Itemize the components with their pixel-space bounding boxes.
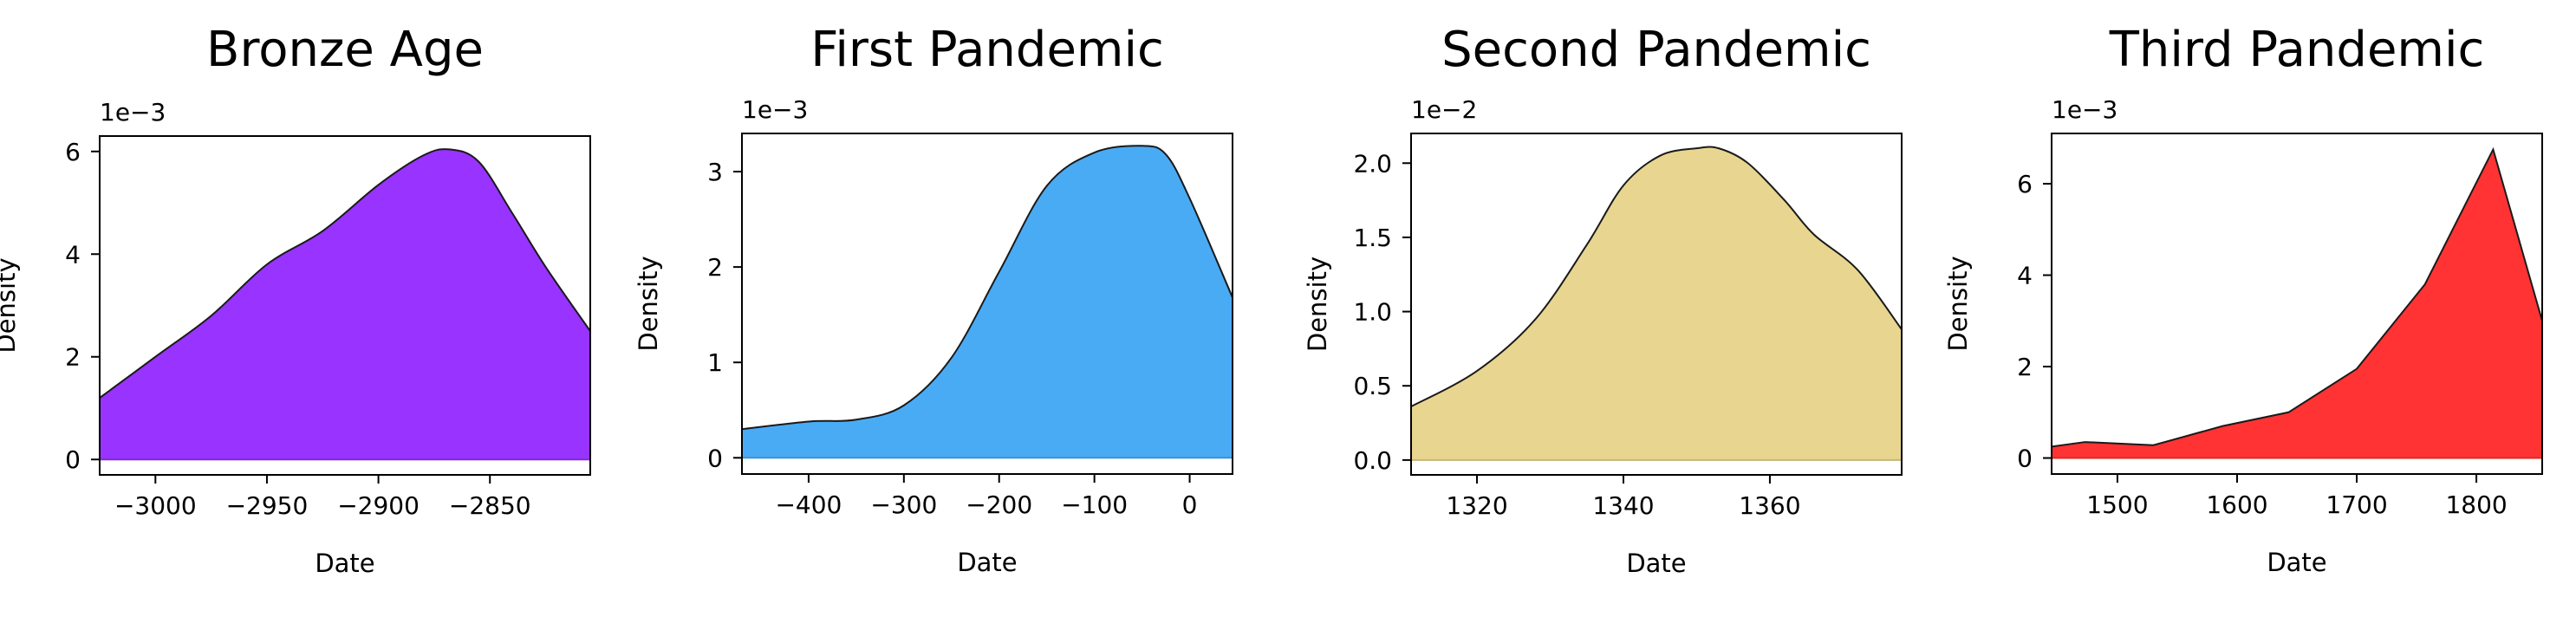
density-curve [100,148,590,399]
x-axis-label: Date [315,549,374,578]
chart-title: Bronze Age [206,22,484,78]
y-tick-label: 0 [2017,445,2033,473]
x-axis-label: Date [957,548,1017,577]
y-scale-label: 1e−2 [1411,95,1477,124]
y-tick-label: 2 [2017,353,2033,381]
y-tick-label: 0 [65,445,81,474]
y-tick-label: 0.5 [1353,372,1392,400]
y-tick-label: 2.0 [1353,149,1392,178]
y-scale-label: 1e−3 [100,98,166,127]
x-axis-label: Date [2267,548,2326,577]
plot-frame [741,133,1233,475]
plot-frame [1410,133,1903,476]
y-tick-label: 6 [2017,170,2033,198]
density-area [100,149,590,460]
density-curve [1411,146,1902,408]
y-tick-label: 1.0 [1353,298,1392,327]
y-tick-label: 3 [707,158,723,186]
x-tick-label: −300 [870,490,937,519]
x-tick-label: 1600 [2206,490,2267,519]
x-tick-label: 1320 [1446,491,1507,520]
y-axis-label: Density [0,257,21,353]
x-tick-label: 1800 [2445,490,2507,519]
x-tick-label: 1500 [2086,490,2148,519]
x-tick-label: −3000 [114,491,197,520]
y-tick-label: 4 [2017,262,2033,290]
density-area [742,146,1233,458]
chart-title: Second Pandemic [1441,22,1871,78]
x-tick-label: −100 [1061,490,1128,519]
x-tick-label: −400 [775,490,842,519]
x-tick-label: −2900 [337,491,420,520]
density-curve [742,145,1233,431]
x-tick-label: 1700 [2326,490,2387,519]
chart-panel-3: 1320 1340 1360 0.0 0.5 1.0 1.5 2.0 1e−2 Second Pa… [1303,22,1903,578]
x-axis-label: Date [1626,549,1686,578]
y-tick-label: 2 [707,253,723,282]
chart-title: Third Pandemic [2109,22,2485,78]
y-tick-label: 0 [707,444,723,472]
density-curve [2052,146,2542,448]
y-tick-label: 6 [65,138,81,166]
plot-frame [99,135,591,476]
x-tick-label: 1340 [1592,491,1654,520]
plot-frame [2051,133,2543,475]
density-area [1411,146,1902,460]
x-tick-label: 1360 [1739,491,1800,520]
x-tick-label: −2950 [226,491,309,520]
x-tick-label: −2850 [449,491,531,520]
x-tick-label: 0 [1182,490,1198,519]
y-tick-label: 4 [65,240,81,269]
y-scale-label: 1e−3 [742,95,808,124]
chart-panel-1: −3000 −2950 −2900 −2850 0 2 4 6 1e−3 Bronze Age Da… [0,22,591,578]
y-axis-label: Density [1943,256,1973,351]
y-tick-label: 1.5 [1353,224,1392,252]
y-axis-label: Density [634,256,663,351]
chart-title: First Pandemic [810,22,1164,78]
density-area [2052,149,2542,458]
y-tick-label: 1 [707,348,723,377]
chart-panel-4: 1500 1600 1700 1800 0 2 4 6 1e−3 Third Pandemic Da… [1943,22,2543,577]
y-scale-label: 1e−3 [2052,95,2117,124]
y-axis-label: Density [1303,257,1332,352]
x-tick-label: −200 [966,490,1032,519]
y-tick-label: 0.0 [1353,446,1392,475]
y-tick-label: 2 [65,343,81,372]
